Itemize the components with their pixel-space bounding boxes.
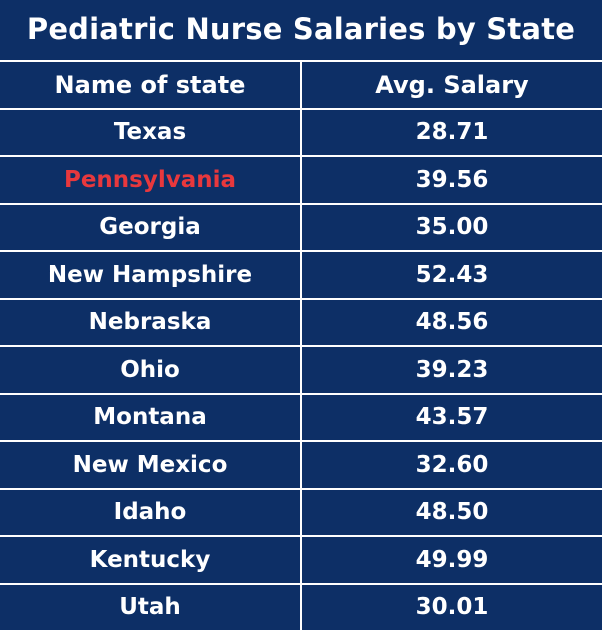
avg-salary-cell: 48.50 xyxy=(301,489,602,537)
table-title: Pediatric Nurse Salaries by State xyxy=(0,0,602,60)
state-name-cell: Idaho xyxy=(0,489,301,537)
state-name-cell: New Mexico xyxy=(0,441,301,489)
avg-salary-cell: 39.23 xyxy=(301,346,602,394)
state-name-cell: Texas xyxy=(0,109,301,157)
avg-salary-cell: 39.56 xyxy=(301,156,602,204)
state-name-cell: Nebraska xyxy=(0,299,301,347)
avg-salary-cell: 49.99 xyxy=(301,536,602,584)
column-header-salary: Avg. Salary xyxy=(301,61,602,109)
state-name-cell: Montana xyxy=(0,394,301,442)
avg-salary-cell: 30.01 xyxy=(301,584,602,630)
state-name-cell: Ohio xyxy=(0,346,301,394)
state-name-cell: Utah xyxy=(0,584,301,630)
avg-salary-cell: 43.57 xyxy=(301,394,602,442)
state-name-cell: Pennsylvania xyxy=(0,156,301,204)
avg-salary-cell: 48.56 xyxy=(301,299,602,347)
salary-table-graphic: Pediatric Nurse Salaries by State Name o… xyxy=(0,0,602,601)
state-name-cell: New Hampshire xyxy=(0,251,301,299)
column-header-state: Name of state xyxy=(0,61,301,109)
avg-salary-cell: 28.71 xyxy=(301,109,602,157)
avg-salary-cell: 32.60 xyxy=(301,441,602,489)
avg-salary-cell: 52.43 xyxy=(301,251,602,299)
avg-salary-cell: 35.00 xyxy=(301,204,602,252)
state-name-cell: Georgia xyxy=(0,204,301,252)
state-name-cell: Kentucky xyxy=(0,536,301,584)
table-header-row: Name of state Avg. Salary xyxy=(0,61,602,109)
